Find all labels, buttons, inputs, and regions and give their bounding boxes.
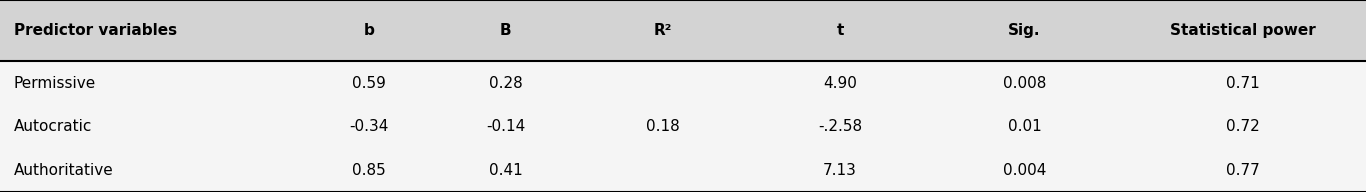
Text: 0.71: 0.71 xyxy=(1227,76,1259,91)
Text: 0.85: 0.85 xyxy=(352,163,385,178)
Text: b: b xyxy=(363,23,374,38)
Text: 0.18: 0.18 xyxy=(646,119,679,134)
Text: 0.59: 0.59 xyxy=(352,76,385,91)
Text: B: B xyxy=(500,23,511,38)
Text: -0.34: -0.34 xyxy=(350,119,388,134)
Text: Sig.: Sig. xyxy=(1008,23,1041,38)
Text: 4.90: 4.90 xyxy=(824,76,856,91)
Text: 0.008: 0.008 xyxy=(1003,76,1046,91)
Text: 0.01: 0.01 xyxy=(1008,119,1041,134)
FancyBboxPatch shape xyxy=(0,0,1366,61)
Text: Predictor variables: Predictor variables xyxy=(14,23,176,38)
Text: 0.004: 0.004 xyxy=(1003,163,1046,178)
Text: R²: R² xyxy=(653,23,672,38)
Text: 0.72: 0.72 xyxy=(1227,119,1259,134)
Text: 0.28: 0.28 xyxy=(489,76,522,91)
Text: t: t xyxy=(836,23,844,38)
Text: -.2.58: -.2.58 xyxy=(818,119,862,134)
Text: 7.13: 7.13 xyxy=(824,163,856,178)
Text: Authoritative: Authoritative xyxy=(14,163,113,178)
Text: 0.41: 0.41 xyxy=(489,163,522,178)
Text: -0.14: -0.14 xyxy=(486,119,525,134)
Text: Autocratic: Autocratic xyxy=(14,119,92,134)
Text: Permissive: Permissive xyxy=(14,76,96,91)
Text: 0.77: 0.77 xyxy=(1227,163,1259,178)
Text: Statistical power: Statistical power xyxy=(1171,23,1315,38)
